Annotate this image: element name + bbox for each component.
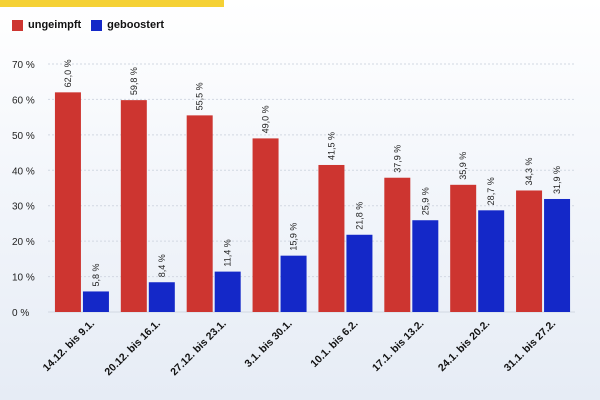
y-tick-label-0: 0 % bbox=[12, 308, 29, 319]
data-label-geboostert-0: 5,8 % bbox=[91, 263, 101, 286]
x-tick-label-1: 20.12. bis 16.1. bbox=[102, 318, 163, 379]
data-label-ungeimpft-2: 55,5 % bbox=[195, 82, 205, 110]
y-tick-label-70: 70 % bbox=[12, 60, 35, 71]
x-tick-label-5: 17.1. bis 13.2. bbox=[370, 318, 426, 374]
y-tick-label-20: 20 % bbox=[12, 237, 35, 248]
bar-ungeimpft-1 bbox=[120, 100, 147, 312]
data-label-geboostert-3: 15,9 % bbox=[289, 223, 299, 251]
accent-bar bbox=[0, 0, 224, 7]
x-tick-label-0: 14.12. bis 9.1. bbox=[41, 318, 97, 374]
data-label-ungeimpft-5: 37,9 % bbox=[392, 145, 402, 173]
legend-swatch-ungeimpft bbox=[12, 19, 23, 31]
bar-geboostert-2 bbox=[214, 271, 241, 312]
legend-item-geboostert: geboostert bbox=[91, 19, 164, 31]
bar-ungeimpft-4 bbox=[318, 164, 345, 312]
y-tick-label-60: 60 % bbox=[12, 95, 35, 106]
data-label-geboostert-1: 8,4 % bbox=[157, 254, 167, 277]
data-label-geboostert-5: 25,9 % bbox=[420, 187, 430, 215]
data-label-ungeimpft-4: 41,5 % bbox=[326, 132, 336, 160]
y-tick-label-30: 30 % bbox=[12, 202, 35, 213]
bar-ungeimpft-0 bbox=[54, 92, 81, 312]
bar-geboostert-7 bbox=[544, 198, 571, 312]
legend-label-geboostert: geboostert bbox=[107, 19, 165, 31]
data-label-ungeimpft-0: 62,0 % bbox=[63, 59, 73, 87]
bar-ungeimpft-7 bbox=[516, 190, 543, 312]
bar-ungeimpft-3 bbox=[252, 138, 279, 312]
data-label-geboostert-4: 21,8 % bbox=[354, 202, 364, 230]
data-label-ungeimpft-3: 49,0 % bbox=[261, 105, 271, 133]
bar-geboostert-4 bbox=[346, 234, 373, 312]
legend-label-ungeimpft: ungeimpft bbox=[28, 19, 82, 31]
x-tick-label-4: 10.1. bis 6.2. bbox=[308, 318, 360, 370]
bar-ungeimpft-6 bbox=[450, 184, 477, 312]
x-tick-label-7: 31.1. bis 27.2. bbox=[502, 318, 558, 374]
legend-swatch-geboostert bbox=[91, 19, 103, 31]
legend-item-ungeimpft: ungeimpft bbox=[12, 19, 81, 31]
bar-geboostert-5 bbox=[412, 220, 439, 312]
data-label-ungeimpft-1: 59,8 % bbox=[129, 67, 139, 95]
bar-ungeimpft-2 bbox=[186, 115, 213, 312]
bar-geboostert-1 bbox=[148, 282, 175, 312]
data-label-ungeimpft-6: 35,9 % bbox=[458, 152, 468, 180]
bar-geboostert-6 bbox=[478, 210, 505, 312]
bar-ungeimpft-5 bbox=[384, 177, 411, 312]
y-tick-label-10: 10 % bbox=[12, 273, 35, 284]
bar-geboostert-0 bbox=[82, 291, 109, 312]
x-tick-label-3: 3.1. bis 30.1. bbox=[242, 318, 294, 370]
data-label-geboostert-7: 31,9 % bbox=[552, 166, 562, 194]
x-tick-label-2: 27.12. bis 23.1. bbox=[168, 318, 229, 379]
data-label-geboostert-6: 28,7 % bbox=[486, 177, 496, 205]
data-label-ungeimpft-7: 34,3 % bbox=[524, 157, 534, 185]
y-tick-label-40: 40 % bbox=[12, 166, 35, 177]
x-tick-label-6: 24.1. bis 20.2. bbox=[436, 318, 492, 374]
data-label-geboostert-2: 11,4 % bbox=[223, 239, 233, 266]
y-tick-label-50: 50 % bbox=[12, 131, 35, 142]
bar-geboostert-3 bbox=[280, 255, 307, 312]
legend: ungeimpft geboostert bbox=[12, 19, 174, 31]
